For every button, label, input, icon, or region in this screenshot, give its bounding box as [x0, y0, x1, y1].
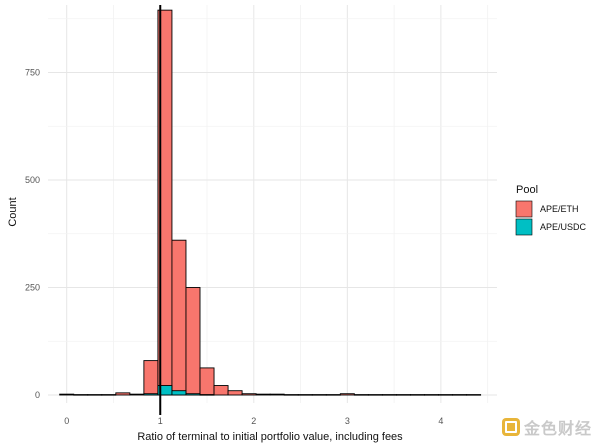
watermark: 金色财经 — [501, 415, 592, 439]
histogram-bar — [466, 394, 482, 396]
histogram-bar — [199, 394, 215, 396]
histogram-bar — [381, 394, 397, 396]
histogram-bar — [424, 394, 439, 396]
legend-swatch-ape-usdc — [515, 218, 533, 236]
histogram-bar — [438, 394, 454, 396]
histogram-bar — [59, 393, 75, 396]
histogram-bar — [213, 385, 229, 396]
histogram-bar — [143, 360, 159, 396]
histogram-bar — [185, 393, 201, 396]
legend-title: Pool — [516, 184, 538, 196]
legend-label-ape-usdc: APE/USDC — [540, 222, 587, 232]
histogram-bar — [115, 392, 131, 396]
histogram-bar — [255, 393, 271, 396]
histogram-bar — [199, 367, 215, 396]
histogram-bar — [353, 394, 369, 396]
y-tick-label: 250 — [25, 283, 40, 293]
histogram-bar — [325, 394, 341, 396]
histogram-bar — [73, 394, 89, 396]
histogram-bar — [410, 394, 425, 396]
x-tick-labels: 0 1 2 3 4 — [64, 416, 443, 426]
y-tick-label: 0 — [35, 390, 40, 400]
histogram-bar — [129, 393, 145, 396]
histogram-bar — [143, 393, 159, 396]
histogram-bar — [185, 287, 201, 396]
histogram-bar — [241, 393, 257, 396]
histogram-bar — [395, 394, 411, 396]
x-tick-label: 3 — [345, 416, 350, 426]
legend-label-ape-eth: APE/ETH — [540, 204, 579, 214]
grid-lines — [48, 5, 497, 403]
x-tick-label: 4 — [438, 416, 443, 426]
x-tick-label: 1 — [158, 416, 163, 426]
histogram-bar — [311, 394, 327, 396]
histogram-bar — [339, 393, 355, 396]
histogram-bar — [283, 394, 299, 396]
histogram-bar — [269, 393, 285, 396]
y-axis-title: Count — [7, 197, 19, 226]
histogram-bar — [297, 394, 313, 396]
y-tick-label: 750 — [25, 68, 40, 78]
bars-ape-eth — [59, 9, 482, 396]
legend-swatch-ape-eth — [515, 200, 533, 218]
histogram-bar — [367, 394, 383, 396]
watermark-logo-icon — [501, 418, 520, 436]
x-tick-label: 2 — [251, 416, 256, 426]
histogram-bar — [171, 239, 187, 396]
x-tick-label: 0 — [64, 416, 69, 426]
legend: Pool APE/ETH APE/USDC — [515, 184, 587, 236]
histogram-bar — [101, 394, 117, 396]
histogram-bar — [452, 394, 468, 396]
bars-ape-usdc — [143, 385, 215, 396]
histogram-bar — [171, 390, 187, 396]
y-tick-labels: 0 250 500 750 — [25, 68, 40, 401]
histogram-bar — [227, 390, 243, 396]
y-tick-label: 500 — [25, 175, 40, 185]
watermark-text: 金色财经 — [523, 419, 592, 438]
x-axis-title: Ratio of terminal to initial portfolio v… — [137, 431, 403, 443]
histogram-bar — [87, 394, 103, 396]
